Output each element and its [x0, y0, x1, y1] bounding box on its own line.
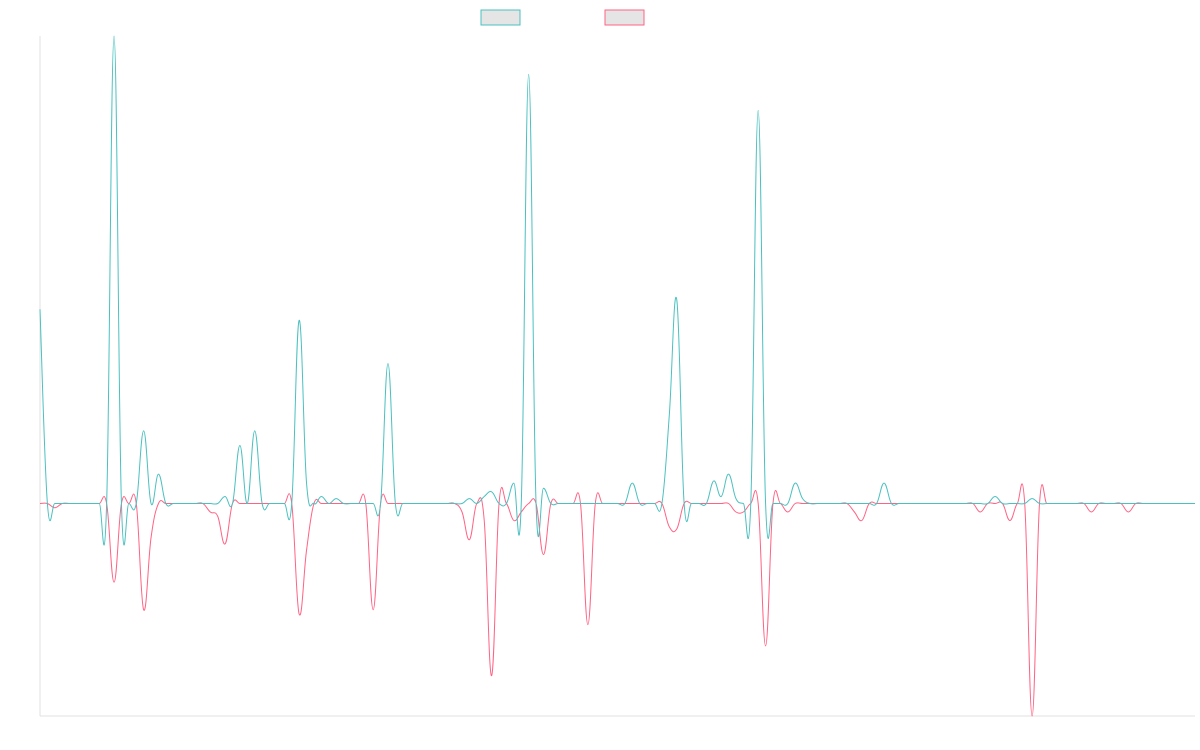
series-line-a — [39, 35, 1195, 546]
legend[interactable] — [480, 9, 645, 26]
series-layer — [39, 35, 1195, 717]
legend-swatch-series-a[interactable] — [480, 9, 521, 26]
series-line-b — [39, 483, 1195, 717]
axes — [39, 36, 1195, 717]
legend-swatch-series-b[interactable] — [604, 9, 645, 26]
